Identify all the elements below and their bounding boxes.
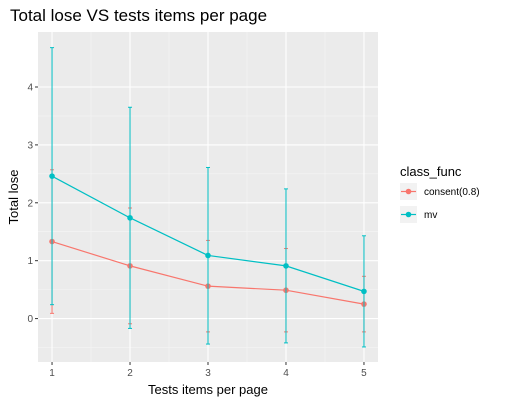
x-tick-label: 1 — [49, 368, 55, 379]
y-axis-label: Total lose — [6, 170, 21, 225]
data-point — [49, 173, 55, 179]
legend-title: class_func — [400, 164, 462, 179]
legend-item-consent-0-8: consent(0.8) — [400, 183, 480, 200]
legend-label: consent(0.8) — [424, 187, 480, 198]
y-tick-label: 0 — [27, 314, 33, 325]
data-point — [205, 252, 211, 259]
legend-label: mv — [424, 210, 437, 221]
x-tick-label: 5 — [361, 368, 367, 379]
y-tick-label: 2 — [27, 198, 33, 209]
y-tick-label: 4 — [27, 83, 33, 94]
legend-key-point — [405, 211, 412, 218]
legend-key-point — [405, 188, 412, 195]
data-point — [127, 215, 133, 221]
series-mv — [49, 47, 367, 348]
legend-item-mv: mv — [400, 206, 437, 223]
legend: class_func consent(0.8) mv — [400, 164, 480, 223]
x-tick-label: 4 — [283, 368, 289, 379]
x-tick-label: 3 — [205, 368, 211, 379]
data-point — [283, 263, 289, 269]
y-tick-label: 3 — [27, 140, 33, 151]
axis-ticks: 0 1 2 3 4 1 2 3 4 5 — [27, 83, 367, 380]
chart-title: Total lose VS tests items per page — [10, 6, 267, 25]
data-point — [361, 288, 367, 295]
x-tick-label: 2 — [127, 368, 133, 379]
x-axis-label: Tests items per page — [148, 382, 268, 397]
series-marks — [49, 47, 367, 348]
y-tick-label: 1 — [27, 256, 33, 267]
